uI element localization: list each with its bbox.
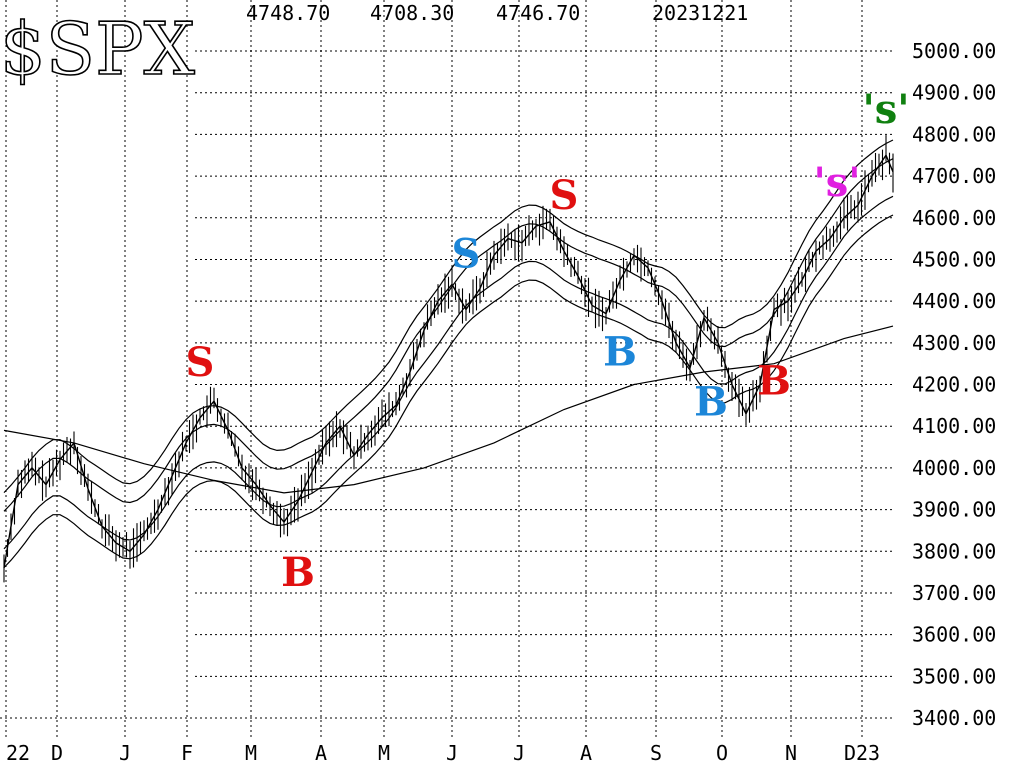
y-axis: 5000.00 4900.00 4800.00 4700.00 4600.00 4500.… — [912, 39, 996, 730]
envelope-band — [3, 214, 894, 569]
header-value-1: 4748.70 — [246, 1, 330, 25]
x-tick-label: 22 — [6, 741, 30, 765]
y-tick-label: 3800.00 — [912, 539, 996, 563]
y-tick-label: 3600.00 — [912, 623, 996, 647]
signal-marker: 's' — [813, 159, 860, 206]
y-tick-label: 3400.00 — [912, 706, 996, 730]
x-tick-label: N — [785, 741, 797, 765]
envelope-band — [3, 195, 894, 550]
price-line — [3, 153, 894, 569]
y-tick-label: 4000.00 — [912, 456, 996, 480]
signal-marker: S — [550, 172, 579, 219]
symbol-title: $SPX — [0, 7, 195, 91]
x-tick-label: S — [650, 741, 662, 765]
x-tick-label: J — [446, 741, 458, 765]
x-tick-label: M — [245, 741, 257, 765]
x-tick-label: A — [315, 741, 327, 765]
envelope-band — [3, 139, 894, 494]
x-tick-label: J — [119, 741, 131, 765]
y-tick-label: 5000.00 — [912, 39, 996, 63]
x-tick-label: M — [378, 741, 390, 765]
signal-marker: B — [757, 357, 791, 404]
envelope-band — [3, 158, 894, 512]
signal-marker: B — [281, 549, 315, 596]
y-tick-label: 4100.00 — [912, 414, 996, 438]
y-tick-label: 4600.00 — [912, 206, 996, 230]
signal-marker: B — [694, 378, 728, 425]
y-tick-label: 4300.00 — [912, 331, 996, 355]
signal-marker: S — [186, 339, 215, 386]
y-tick-label: 4900.00 — [912, 81, 996, 105]
x-tick-label: D — [51, 741, 63, 765]
signal-marker: B — [603, 328, 637, 375]
signal-marker: 's' — [862, 86, 909, 133]
y-tick-label: 4800.00 — [912, 122, 996, 146]
y-tick-label: 4500.00 — [912, 247, 996, 271]
price-series — [3, 135, 894, 583]
y-tick-label: 3900.00 — [912, 498, 996, 522]
moving-average-line — [3, 325, 894, 494]
x-tick-label: F — [181, 741, 193, 765]
header-value-3: 4746.70 — [496, 1, 580, 25]
y-tick-label: 4700.00 — [912, 164, 996, 188]
envelope-bands — [3, 139, 894, 569]
x-tick-label: O — [716, 741, 728, 765]
y-tick-label: 4200.00 — [912, 373, 996, 397]
y-tick-label: 3500.00 — [912, 664, 996, 688]
header-value-2: 4708.30 — [370, 1, 454, 25]
x-axis: 22 D J F M A M J J A S O N D23 — [6, 741, 880, 765]
grid — [0, 0, 895, 737]
x-tick-label: A — [580, 741, 592, 765]
signal-marker: S — [452, 230, 481, 277]
x-tick-label: J — [513, 741, 525, 765]
header-date: 20231221 — [652, 1, 748, 25]
y-tick-label: 4400.00 — [912, 289, 996, 313]
y-tick-label: 3700.00 — [912, 581, 996, 605]
x-tick-label: D23 — [844, 741, 880, 765]
